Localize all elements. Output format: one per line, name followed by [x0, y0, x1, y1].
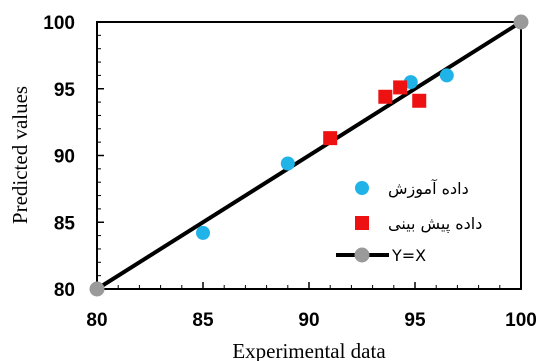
- legend-label: Y=X: [391, 246, 426, 265]
- prediction-point: [378, 89, 393, 104]
- x-axis-title: Experimental data: [232, 339, 386, 361]
- data-marks: [89, 14, 529, 297]
- x-tick-label: 80: [86, 310, 107, 331]
- y-tick-label: 100: [43, 13, 75, 34]
- legend: داده آموزش داده پیش بینی Y=X: [336, 179, 482, 265]
- y-tick-label: 90: [54, 147, 75, 168]
- prediction-point: [412, 93, 427, 108]
- y-tick-label: 80: [54, 280, 75, 301]
- legend-prediction-marker: [355, 216, 369, 230]
- y-axis-title: Predicted values: [8, 86, 32, 224]
- y-tick-label: 85: [54, 213, 76, 234]
- identity-endpoint: [513, 14, 529, 30]
- identity-line: [95, 20, 523, 291]
- x-tick-label: 85: [192, 310, 214, 331]
- prediction-point: [393, 80, 408, 95]
- identity-endpoint: [89, 281, 105, 297]
- legend-label: داده پیش بینی: [388, 214, 482, 234]
- prediction-point: [323, 131, 338, 146]
- training-point: [403, 75, 418, 90]
- x-tick-label: 100: [505, 310, 537, 331]
- legend-identity-marker: [354, 247, 370, 263]
- training-point: [280, 156, 295, 171]
- legend-label: داده آموزش: [388, 179, 469, 199]
- training-point: [439, 68, 454, 83]
- training-point: [196, 225, 210, 240]
- legend-training-marker: [355, 181, 369, 195]
- x-tick-label: 95: [404, 310, 426, 331]
- axis-ticks: 80 85 90 95 100 80 85 90 95 100: [43, 13, 537, 331]
- y-tick-label: 95: [54, 80, 76, 101]
- x-tick-label: 90: [298, 310, 319, 331]
